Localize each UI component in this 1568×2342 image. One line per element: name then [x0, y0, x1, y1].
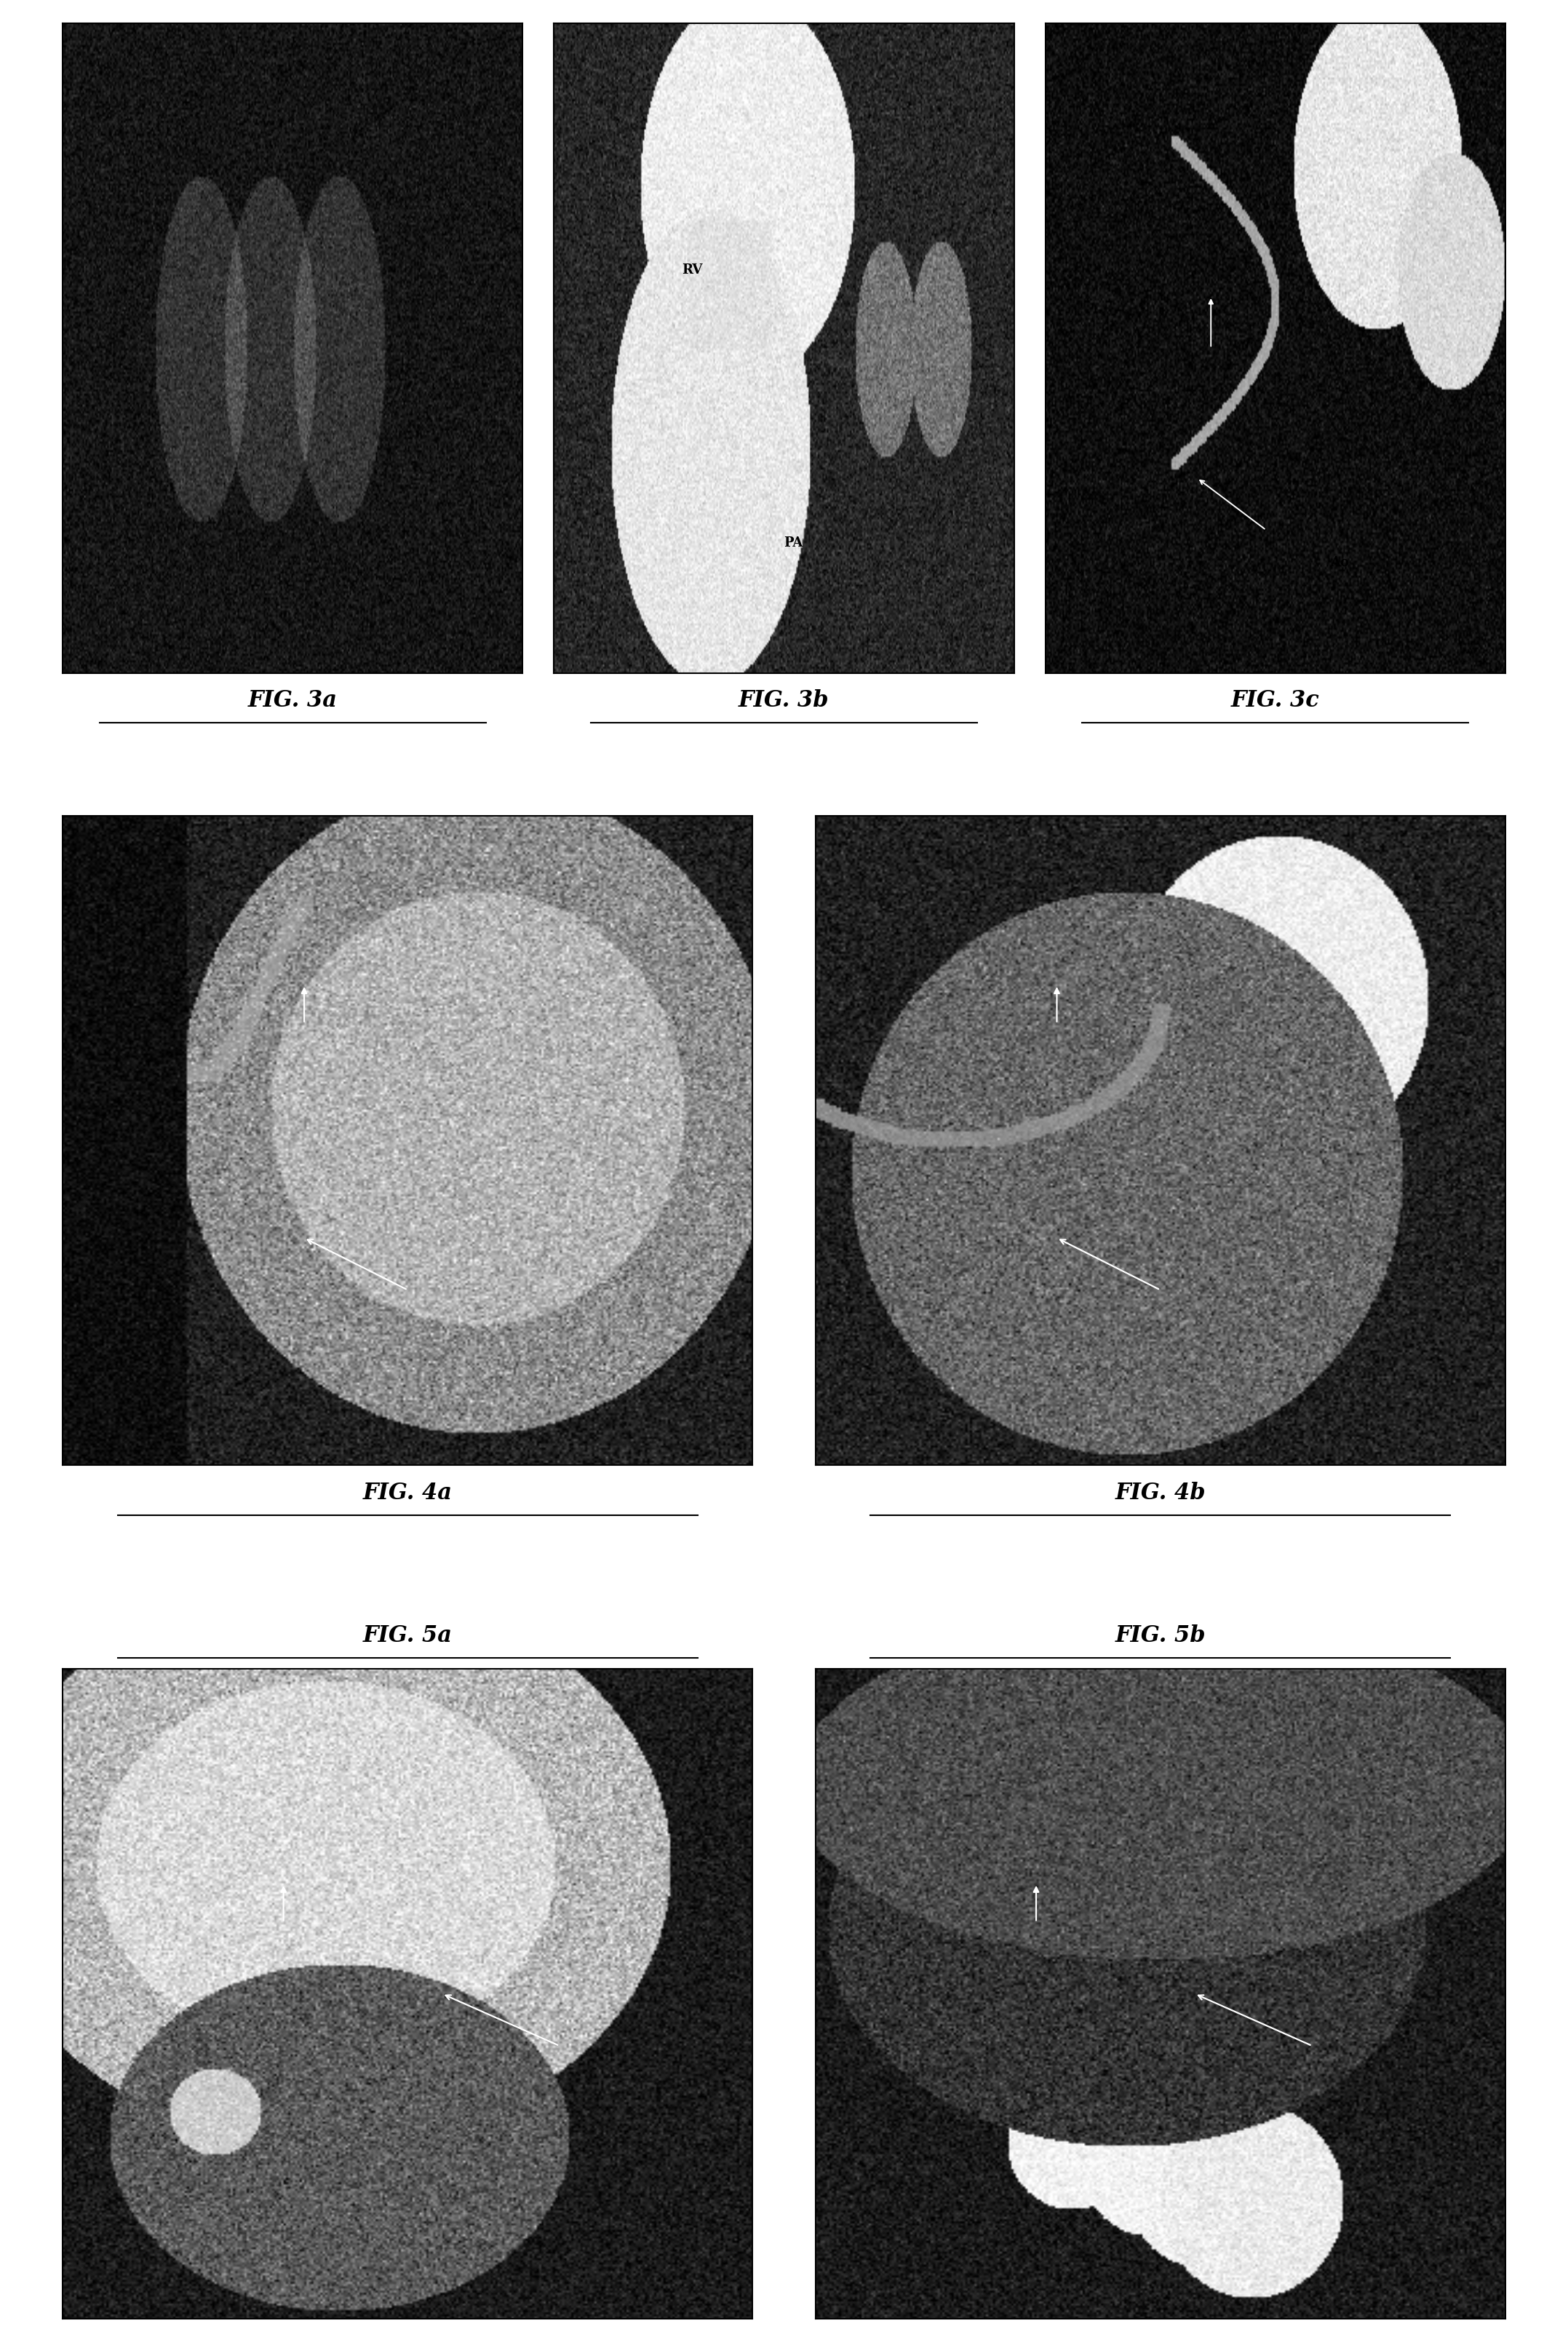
Text: FIG. 4a: FIG. 4a — [362, 1482, 453, 1504]
Text: Ao: Ao — [1330, 555, 1348, 569]
Text: PA: PA — [784, 536, 803, 550]
Text: FIG. 5a: FIG. 5a — [362, 1625, 453, 1646]
Text: FIG. 4b: FIG. 4b — [1115, 1482, 1206, 1504]
Text: FIG. 3c: FIG. 3c — [1231, 689, 1320, 712]
Text: RV: RV — [682, 265, 702, 276]
Text: FIG. 5b: FIG. 5b — [1115, 1625, 1206, 1646]
Text: FIG. 3b: FIG. 3b — [739, 689, 829, 712]
Text: FIG. 3a: FIG. 3a — [248, 689, 337, 712]
